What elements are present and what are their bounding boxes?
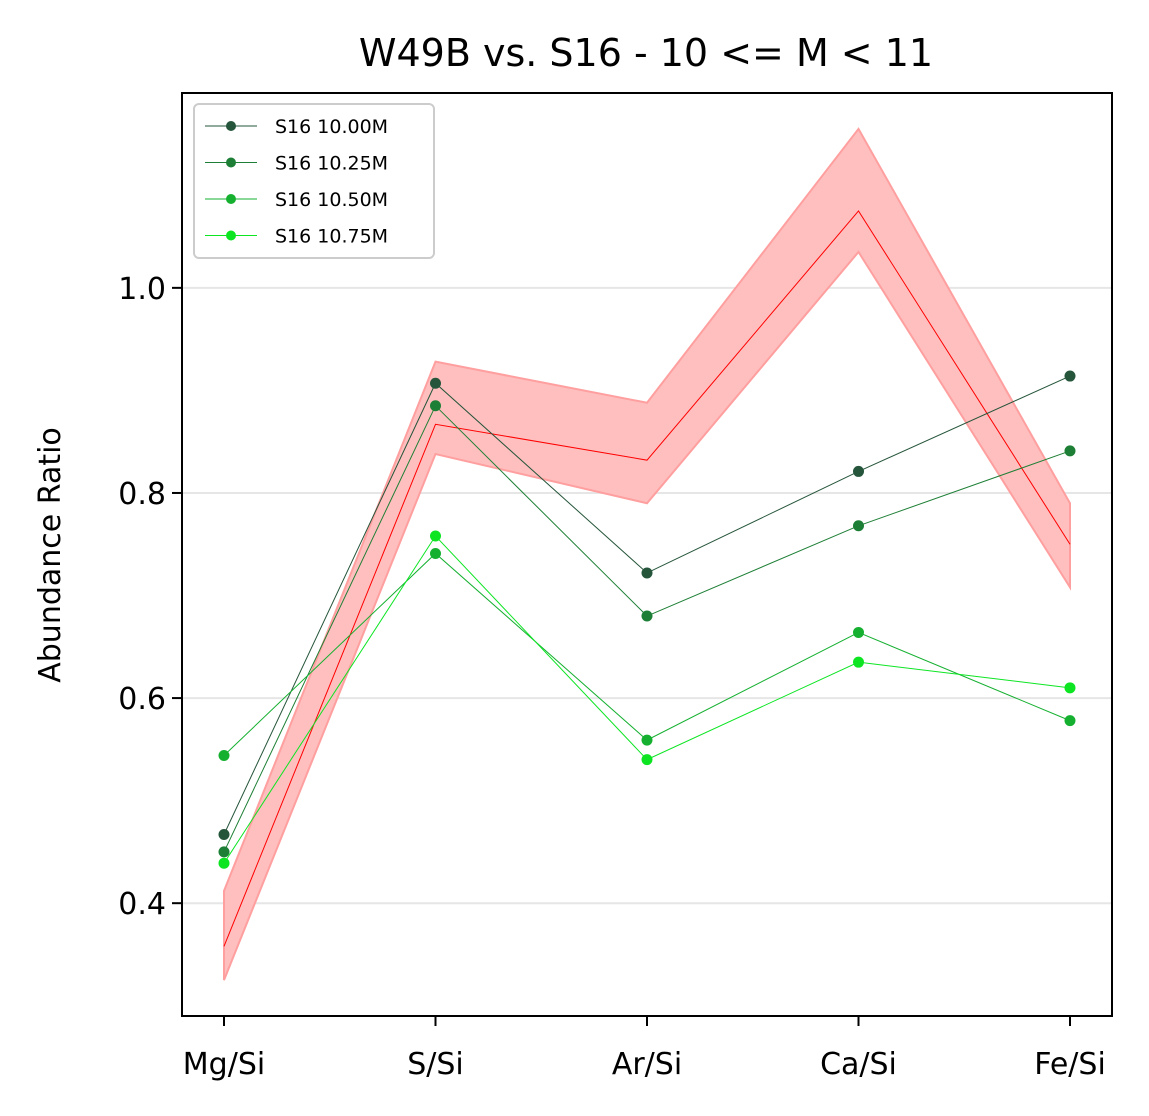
chart-title: W49B vs. S16 - 10 <= M < 11 [359, 31, 933, 75]
x-tick-label-2: Ar/Si [612, 1047, 682, 1082]
legend-box [193, 103, 435, 259]
data-point-s0-4 [1064, 370, 1076, 382]
x-tick-label-0: Mg/Si [183, 1047, 265, 1082]
legend-marker-1 [226, 157, 236, 168]
x-tick-label-3: Ca/Si [820, 1047, 897, 1082]
legend-label-3: S16 10.75M [275, 226, 388, 248]
x-tick-label-4: Fe/Si [1034, 1047, 1106, 1082]
data-point-s1-2 [641, 610, 653, 622]
data-point-s3-3 [853, 656, 864, 668]
data-point-s0-0 [218, 828, 230, 840]
data-point-s1-0 [218, 846, 230, 858]
data-point-s1-3 [853, 520, 864, 532]
legend-label-2: S16 10.50M [275, 189, 388, 211]
observed-range-band [223, 127, 1071, 981]
observed-band [223, 127, 1071, 981]
data-point-s2-4 [1064, 715, 1076, 727]
legend-label-0: S16 10.00M [275, 116, 388, 138]
data-point-s0-3 [853, 465, 864, 477]
data-point-s0-1 [430, 377, 441, 389]
legend-marker-3 [226, 230, 236, 241]
data-point-s2-2 [641, 734, 653, 746]
legend-label-1: S16 10.25M [275, 153, 388, 175]
data-point-s2-1 [430, 547, 441, 559]
data-point-s2-0 [218, 750, 230, 762]
data-point-s3-1 [430, 530, 441, 542]
data-point-s1-4 [1064, 445, 1076, 457]
axes: 0.4 0.6 0.8 1.0 Mg/Si S/Si Ar/Si Ca/Si Fe/Si [118, 272, 1106, 1082]
data-point-s2-3 [853, 626, 864, 638]
y-axis-label: Abundance Ratio [33, 427, 68, 683]
legend: S16 10.00M S16 10.25M S16 10.50M S16 10.75M [193, 103, 435, 259]
x-tick-label-1: S/Si [407, 1047, 464, 1082]
y-tick-label-1: 0.6 [118, 682, 166, 717]
y-tick-label-3: 1.0 [118, 272, 166, 307]
y-tick-label-2: 0.8 [118, 477, 166, 512]
data-point-s0-2 [641, 567, 653, 579]
series-lines [218, 370, 1076, 869]
data-point-s3-2 [641, 754, 653, 766]
observed-line [223, 210, 1071, 947]
y-tick-label-0: 0.4 [118, 887, 166, 922]
data-point-s3-4 [1064, 682, 1076, 694]
data-point-s3-0 [218, 857, 230, 869]
data-point-s1-1 [430, 400, 441, 412]
legend-marker-0 [226, 121, 236, 131]
legend-marker-2 [226, 194, 236, 204]
